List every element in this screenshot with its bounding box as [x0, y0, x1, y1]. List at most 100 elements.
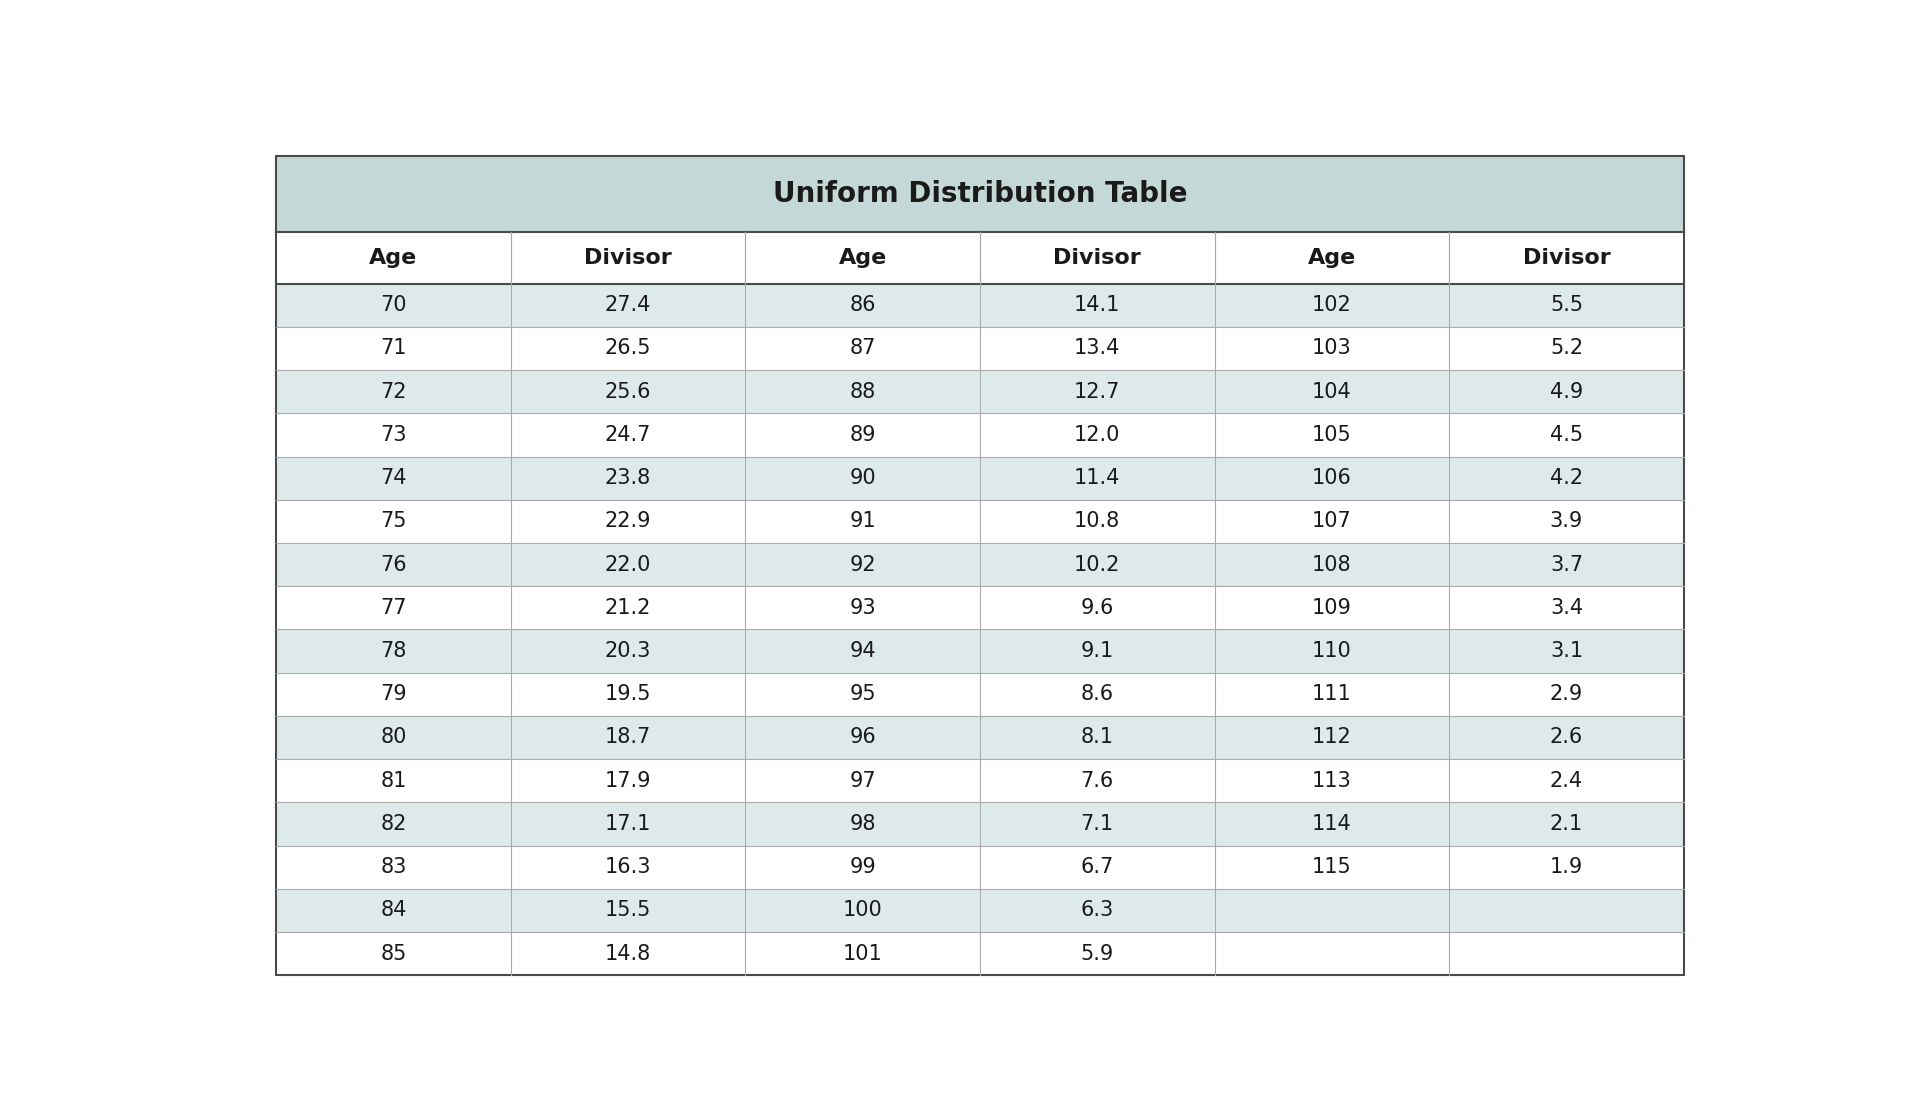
- Text: 103: 103: [1312, 338, 1352, 358]
- Text: 5.5: 5.5: [1551, 296, 1583, 315]
- Text: 85: 85: [380, 944, 407, 963]
- Text: 100: 100: [843, 900, 883, 921]
- Text: 101: 101: [843, 944, 883, 963]
- Bar: [275, 716, 1684, 759]
- Text: 9.6: 9.6: [1080, 598, 1115, 618]
- Text: 15.5: 15.5: [604, 900, 652, 921]
- Text: 81: 81: [380, 771, 407, 791]
- Text: 97: 97: [849, 771, 876, 791]
- Text: 83: 83: [380, 857, 407, 877]
- Text: 92: 92: [849, 554, 876, 575]
- Text: 102: 102: [1312, 296, 1352, 315]
- Text: 106: 106: [1312, 468, 1352, 488]
- Text: 77: 77: [380, 598, 407, 618]
- Text: 4.5: 4.5: [1551, 424, 1583, 445]
- Bar: [275, 932, 1684, 976]
- Text: 24.7: 24.7: [604, 424, 652, 445]
- Text: 84: 84: [380, 900, 407, 921]
- Text: 17.1: 17.1: [604, 814, 652, 834]
- Text: 3.9: 3.9: [1551, 512, 1583, 531]
- Text: 14.1: 14.1: [1075, 296, 1120, 315]
- Text: 3.7: 3.7: [1551, 554, 1583, 575]
- Text: 8.1: 8.1: [1080, 728, 1113, 747]
- Text: 14.8: 14.8: [604, 944, 652, 963]
- Bar: [275, 673, 1684, 716]
- Text: 70: 70: [380, 296, 407, 315]
- Text: 11.4: 11.4: [1075, 468, 1120, 488]
- Text: 18.7: 18.7: [604, 728, 652, 747]
- Text: 110: 110: [1312, 641, 1352, 661]
- Text: 21.2: 21.2: [604, 598, 652, 618]
- Text: 98: 98: [849, 814, 876, 834]
- Text: 9.1: 9.1: [1080, 641, 1115, 661]
- Text: 76: 76: [380, 554, 407, 575]
- Text: 74: 74: [380, 468, 407, 488]
- Text: 108: 108: [1312, 554, 1352, 575]
- Text: Uniform Distribution Table: Uniform Distribution Table: [772, 180, 1187, 208]
- Text: 6.7: 6.7: [1080, 857, 1115, 877]
- Text: 79: 79: [380, 684, 407, 704]
- Text: 112: 112: [1312, 728, 1352, 747]
- Bar: [275, 889, 1684, 932]
- Text: 86: 86: [849, 296, 876, 315]
- Text: 96: 96: [849, 728, 876, 747]
- Text: 3.4: 3.4: [1551, 598, 1583, 618]
- Text: 2.9: 2.9: [1551, 684, 1583, 704]
- Text: 115: 115: [1312, 857, 1352, 877]
- Text: 26.5: 26.5: [604, 338, 652, 358]
- Text: 1.9: 1.9: [1551, 857, 1583, 877]
- Bar: [275, 759, 1684, 802]
- Bar: [275, 457, 1684, 500]
- Text: 27.4: 27.4: [604, 296, 652, 315]
- Text: 88: 88: [849, 382, 876, 402]
- Text: 89: 89: [849, 424, 876, 445]
- Text: 22.0: 22.0: [604, 554, 652, 575]
- Text: 93: 93: [849, 598, 876, 618]
- Text: 10.2: 10.2: [1075, 554, 1120, 575]
- Text: 80: 80: [380, 728, 407, 747]
- Text: 3.1: 3.1: [1551, 641, 1583, 661]
- Text: 8.6: 8.6: [1080, 684, 1115, 704]
- Text: 2.1: 2.1: [1551, 814, 1583, 834]
- Text: Age: Age: [1308, 248, 1356, 268]
- Bar: [275, 629, 1684, 673]
- Text: 78: 78: [380, 641, 407, 661]
- Text: 17.9: 17.9: [604, 771, 652, 791]
- Bar: [275, 156, 1684, 232]
- Text: 13.4: 13.4: [1075, 338, 1120, 358]
- Text: 20.3: 20.3: [604, 641, 652, 661]
- Text: 4.9: 4.9: [1551, 382, 1583, 402]
- Text: 104: 104: [1312, 382, 1352, 402]
- Text: 82: 82: [380, 814, 407, 834]
- Text: 95: 95: [849, 684, 876, 704]
- Bar: [275, 846, 1684, 889]
- Text: Age: Age: [839, 248, 887, 268]
- Text: 2.4: 2.4: [1551, 771, 1583, 791]
- Text: 23.8: 23.8: [604, 468, 652, 488]
- Bar: [275, 586, 1684, 629]
- Text: 12.0: 12.0: [1075, 424, 1120, 445]
- Bar: [275, 802, 1684, 846]
- Text: 7.1: 7.1: [1080, 814, 1115, 834]
- Text: 72: 72: [380, 382, 407, 402]
- Text: 6.3: 6.3: [1080, 900, 1115, 921]
- Bar: [275, 327, 1684, 370]
- Text: 91: 91: [849, 512, 876, 531]
- Text: 90: 90: [849, 468, 876, 488]
- Bar: [275, 543, 1684, 586]
- Text: 87: 87: [849, 338, 876, 358]
- Bar: [275, 283, 1684, 327]
- Text: 4.2: 4.2: [1551, 468, 1583, 488]
- Text: 107: 107: [1312, 512, 1352, 531]
- Text: 114: 114: [1312, 814, 1352, 834]
- Text: 105: 105: [1312, 424, 1352, 445]
- Text: 5.9: 5.9: [1080, 944, 1115, 963]
- Text: 113: 113: [1312, 771, 1352, 791]
- Text: Divisor: Divisor: [583, 248, 671, 268]
- Text: 19.5: 19.5: [604, 684, 652, 704]
- Text: 71: 71: [380, 338, 407, 358]
- Bar: [275, 370, 1684, 413]
- Text: 25.6: 25.6: [604, 382, 652, 402]
- Text: 5.2: 5.2: [1551, 338, 1583, 358]
- Text: 73: 73: [380, 424, 407, 445]
